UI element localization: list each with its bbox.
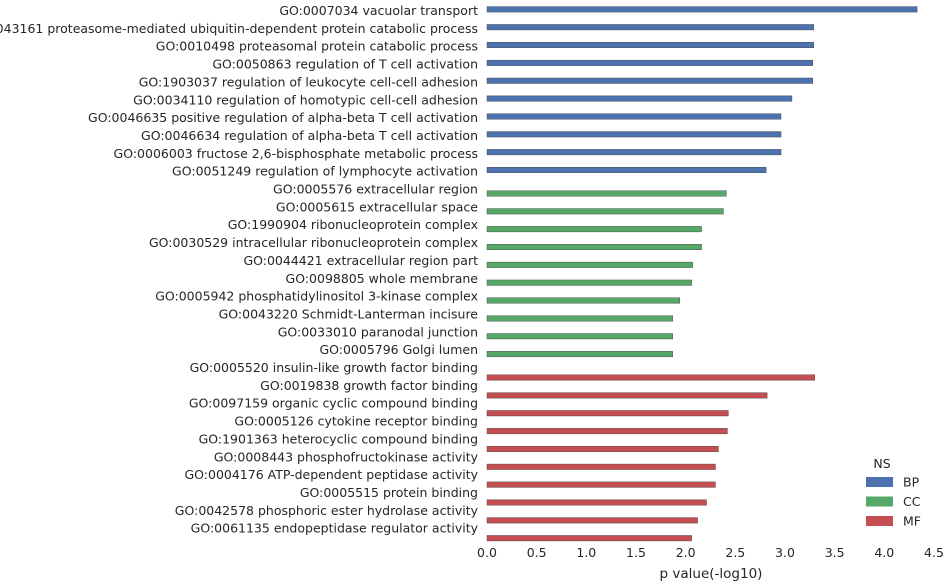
category-label: GO:0005942 phosphatidylinositol 3-kinase…	[155, 289, 478, 304]
category-label: GO:0046634 regulation of alpha-beta T ce…	[141, 128, 478, 143]
bar-mf	[486, 499, 707, 506]
category-label: GO:0042578 phosphoric ester hydrolase ac…	[175, 503, 479, 518]
category-labels: GO:0007034 vacuolar transport GO:0043161 …	[0, 3, 479, 536]
category-label: GO:0033010 paranodal junction	[278, 324, 478, 339]
bar-cc	[486, 279, 692, 286]
bar-mf	[486, 481, 716, 488]
category-label: GO:0005576 extracellular region	[273, 182, 478, 197]
bar-cc	[486, 208, 724, 215]
bar-bp	[486, 149, 782, 156]
category-label: GO:0005796 Golgi lumen	[319, 342, 478, 357]
category-label: GO:0043161 proteasome-mediated ubiquitin…	[0, 21, 478, 36]
category-label: GO:0005126 cytokine receptor binding	[234, 414, 478, 429]
bar-bp	[486, 24, 815, 31]
legend-swatch-mf	[866, 516, 893, 526]
legend-label-cc: CC	[903, 494, 921, 509]
bar-bp	[486, 42, 815, 48]
category-label: GO:0005515 protein binding	[300, 485, 478, 500]
legend-swatch-cc	[866, 496, 893, 507]
category-label: GO:0005615 extracellular space	[276, 199, 478, 214]
category-label: GO:0008443 phosphofructokinase activity	[214, 449, 479, 464]
bar-cc	[486, 190, 727, 197]
x-tick-label: 2.5	[725, 545, 745, 560]
bar-mf	[486, 428, 728, 435]
category-label: GO:0043220 Schmidt-Lanterman incisure	[219, 306, 479, 321]
bar-bp	[486, 131, 782, 138]
x-tick-label: 4.0	[874, 545, 894, 560]
x-tick-label: 1.5	[626, 545, 646, 560]
bar-cc	[486, 244, 702, 250]
category-label: GO:0010498 proteasomal protein catabolic…	[156, 39, 478, 54]
bar-mf	[486, 535, 692, 542]
bar-bp	[486, 59, 814, 66]
category-label: GO:0050863 regulation of T cell activati…	[212, 57, 478, 72]
category-label: GO:0061135 endopeptidase regulator activ…	[191, 521, 479, 536]
x-tick-label: 3.5	[825, 545, 845, 560]
bar-bp	[486, 6, 918, 13]
bar-cc	[486, 315, 673, 322]
x-tick-label: 0.5	[527, 545, 547, 560]
category-label: GO:1901363 heterocyclic compound binding	[199, 431, 478, 446]
bar-mf	[486, 446, 719, 452]
bar-bp	[486, 77, 814, 84]
category-label: GO:0097159 organic cyclic compound bindi…	[189, 396, 478, 411]
bars-group	[486, 6, 918, 542]
legend: NS BP CC MF	[866, 456, 921, 529]
category-label: GO:0046635 positive regulation of alpha-…	[88, 110, 478, 125]
x-tick-label: 1.0	[576, 545, 596, 560]
category-label: GO:0019838 growth factor binding	[260, 378, 478, 393]
bar-cc	[486, 297, 680, 304]
bar-mf	[486, 410, 729, 417]
bar-mf	[486, 392, 768, 399]
category-label: GO:0006003 fructose 2,6-bisphosphate met…	[114, 146, 478, 161]
x-axis-label: p value(-log10)	[660, 566, 763, 582]
category-label: GO:0034110 regulation of homotypic cell-…	[133, 92, 478, 107]
x-tick-label: 2.0	[676, 545, 696, 560]
category-label: GO:1990904 ribonucleoprotein complex	[228, 217, 478, 232]
bar-cc	[486, 261, 693, 268]
category-label: GO:0044421 extracellular region part	[243, 253, 478, 268]
bar-mf	[486, 517, 698, 524]
category-label: GO:0051249 regulation of lymphocyte acti…	[172, 164, 478, 179]
bar-cc	[486, 226, 702, 233]
bar-mf	[486, 374, 815, 381]
bar-cc	[486, 333, 673, 340]
x-axis-ticks: 0.0 0.5 1.0 1.5 2.0 2.5 3.0 3.5 4.0 4.5	[477, 545, 944, 560]
legend-label-bp: BP	[903, 475, 920, 490]
category-label: GO:0007034 vacuolar transport	[279, 3, 478, 18]
x-tick-label: 0.0	[477, 545, 497, 560]
bar-mf	[486, 463, 716, 470]
x-tick-label: 3.0	[775, 545, 795, 560]
bar-cc	[486, 351, 673, 358]
legend-title: NS	[873, 456, 890, 471]
legend-label-mf: MF	[903, 514, 921, 529]
category-label: GO:0005520 insulin-like growth factor bi…	[190, 360, 478, 375]
bar-bp	[486, 113, 782, 120]
category-label: GO:1903037 regulation of leukocyte cell-…	[139, 74, 478, 89]
legend-swatch-bp	[866, 477, 893, 487]
bar-bp	[486, 167, 767, 173]
bar-bp	[486, 95, 793, 102]
category-label: GO:0030529 intracellular ribonucleoprote…	[149, 235, 478, 250]
category-label: GO:0004176 ATP-dependent peptidase activ…	[184, 467, 478, 482]
x-tick-label: 4.5	[924, 545, 944, 560]
category-label: GO:0098805 whole membrane	[286, 271, 479, 286]
